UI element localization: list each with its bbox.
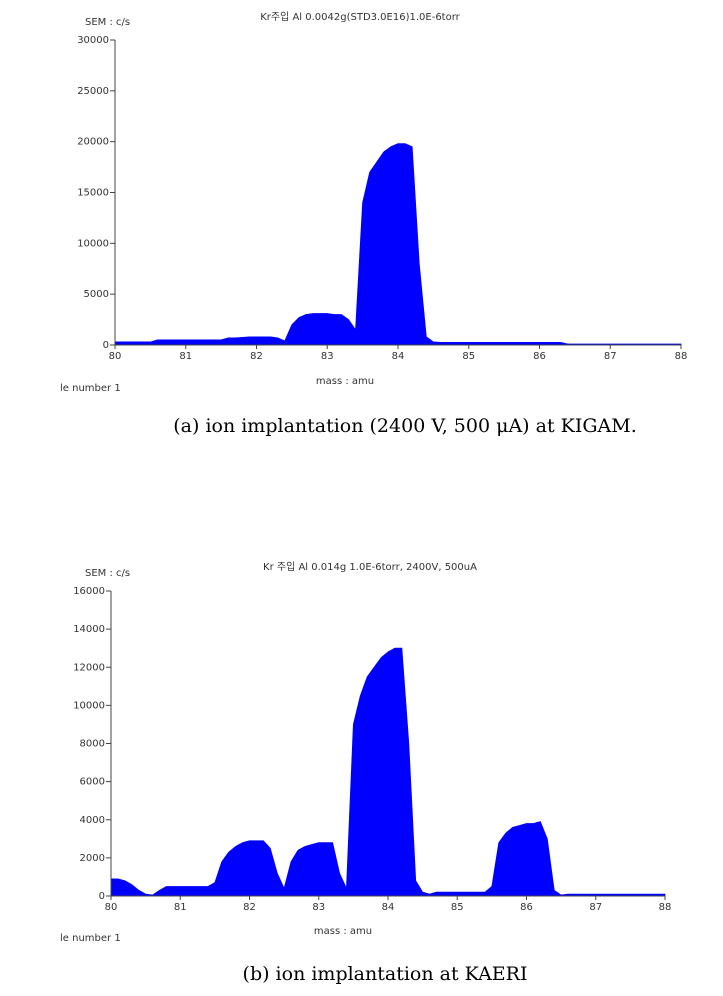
y-tick-label: 15000 [77, 188, 109, 199]
y-tick-label: 5000 [84, 289, 109, 300]
x-tick-label: 81 [179, 351, 192, 362]
y-tick-label: 12000 [73, 662, 105, 673]
y-tick-label: 16000 [73, 586, 105, 597]
caption: (a) ion implantation (2400 V, 500 μA) at… [173, 415, 636, 437]
x-tick-label: 84 [392, 351, 405, 362]
x-tick-label: 81 [174, 902, 187, 913]
x-tick-label: 84 [382, 902, 395, 913]
x-axis-label: mass : amu [314, 926, 372, 937]
y-tick-label: 25000 [77, 86, 109, 97]
y-tick-label: 14000 [73, 624, 105, 635]
footnote: le number 1 [60, 933, 121, 944]
y-tick-label: 0 [99, 891, 105, 902]
x-tick-label: 85 [451, 902, 464, 913]
y-tick-label: 20000 [77, 137, 109, 148]
x-tick-label: 83 [312, 902, 325, 913]
footnote: le number 1 [60, 383, 121, 394]
caption: (b) ion implantation at KAERI [243, 963, 528, 985]
y-tick-label: 0 [103, 340, 109, 351]
x-tick-label: 80 [109, 351, 122, 362]
y-tick-label: 8000 [80, 739, 105, 750]
x-tick-label: 88 [675, 351, 688, 362]
y-tick-label: 10000 [77, 238, 109, 249]
y-tick-label: 10000 [73, 700, 105, 711]
y-axis-label: SEM : c/s [85, 17, 130, 28]
y-axis-label: SEM : c/s [85, 568, 130, 579]
y-tick-label: 6000 [80, 777, 105, 788]
x-tick-label: 87 [604, 351, 617, 362]
x-tick-label: 80 [105, 902, 118, 913]
x-tick-label: 82 [243, 902, 256, 913]
x-tick-label: 86 [533, 351, 546, 362]
x-tick-label: 88 [659, 902, 672, 913]
spectrum-area [110, 647, 666, 897]
chart-title: Kr주입 Al 0.0042g(STD3.0E16)1.0E-6torr [260, 10, 460, 23]
chart-title: Kr 주입 Al 0.014g 1.0E-6torr, 2400V, 500uA [263, 560, 477, 573]
y-tick-label: 2000 [80, 853, 105, 864]
x-tick-label: 82 [250, 351, 263, 362]
x-tick-label: 83 [321, 351, 334, 362]
spectrum-area [114, 143, 682, 346]
x-tick-label: 86 [520, 902, 533, 913]
y-tick-label: 30000 [77, 35, 109, 46]
x-tick-label: 85 [462, 351, 475, 362]
x-axis-label: mass : amu [316, 376, 374, 387]
y-tick-label: 4000 [80, 815, 105, 826]
x-tick-label: 87 [589, 902, 602, 913]
